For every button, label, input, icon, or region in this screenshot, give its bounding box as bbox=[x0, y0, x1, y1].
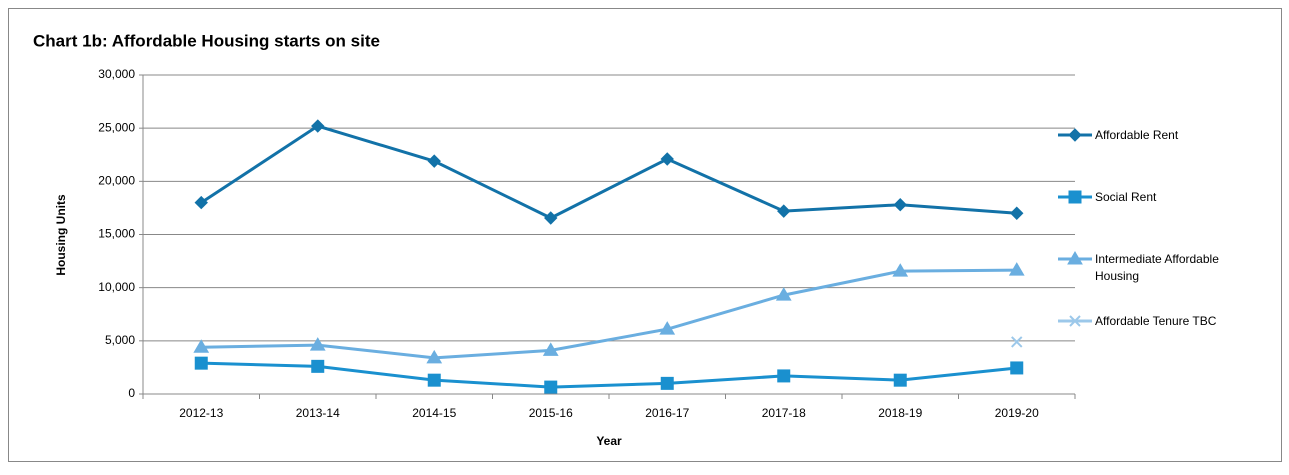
y-tick-label: 15,000 bbox=[98, 227, 135, 241]
y-tick-label: 10,000 bbox=[98, 280, 135, 294]
marker bbox=[427, 154, 441, 168]
x-tick-label: 2019-20 bbox=[995, 406, 1039, 420]
y-tick-label: 5,000 bbox=[105, 333, 135, 347]
marker bbox=[660, 152, 674, 166]
marker bbox=[311, 359, 325, 373]
series-line bbox=[200, 124, 1017, 220]
legend-item: Intermediate Affordable Housing bbox=[1095, 251, 1255, 285]
marker bbox=[1010, 361, 1024, 375]
x-tick-label: 2017-18 bbox=[762, 406, 806, 420]
legend-label: Social Rent bbox=[1095, 190, 1157, 204]
marker bbox=[1069, 315, 1081, 327]
x-tick-label: 2014-15 bbox=[412, 406, 456, 420]
marker bbox=[1068, 190, 1082, 204]
y-axis-title: Housing Units bbox=[54, 194, 68, 276]
y-tick-label: 20,000 bbox=[98, 174, 135, 188]
marker bbox=[194, 195, 208, 210]
marker bbox=[1008, 262, 1025, 276]
x-axis-title: Year bbox=[596, 434, 622, 448]
chart-title: Chart 1b: Affordable Housing starts on s… bbox=[33, 31, 380, 50]
legend-item: Social Rent bbox=[1095, 189, 1255, 206]
legend-item: Affordable Tenure TBC bbox=[1095, 313, 1255, 330]
marker bbox=[193, 339, 210, 353]
legend-label: Intermediate Affordable Housing bbox=[1095, 252, 1219, 283]
series-line bbox=[201, 361, 1017, 389]
marker bbox=[427, 373, 441, 387]
x-tick-label: 2015-16 bbox=[529, 406, 573, 420]
marker bbox=[426, 349, 443, 364]
marker bbox=[660, 376, 674, 390]
marker bbox=[1010, 206, 1024, 220]
legend-item: Affordable Rent bbox=[1095, 127, 1255, 144]
marker bbox=[777, 204, 791, 218]
marker bbox=[893, 373, 907, 387]
marker bbox=[1011, 336, 1023, 348]
marker bbox=[892, 263, 909, 277]
legend-label: Affordable Rent bbox=[1095, 128, 1179, 142]
marker bbox=[659, 321, 676, 335]
marker bbox=[777, 369, 791, 383]
marker bbox=[309, 337, 326, 351]
y-tick-label: 25,000 bbox=[98, 120, 135, 134]
marker bbox=[311, 119, 325, 133]
series-line bbox=[201, 268, 1017, 360]
marker bbox=[194, 356, 208, 370]
x-tick-label: 2018-19 bbox=[878, 406, 922, 420]
marker bbox=[544, 211, 558, 225]
marker bbox=[544, 380, 558, 394]
x-tick-label: 2013-14 bbox=[296, 406, 340, 420]
marker bbox=[893, 198, 907, 212]
legend-label: Affordable Tenure TBC bbox=[1095, 314, 1217, 328]
marker bbox=[775, 287, 792, 301]
marker bbox=[542, 342, 559, 356]
marker bbox=[1067, 251, 1083, 265]
y-tick-label: 0 bbox=[128, 386, 135, 400]
y-tick-label: 30,000 bbox=[98, 67, 135, 81]
x-tick-label: 2016-17 bbox=[645, 406, 689, 420]
x-tick-label: 2012-13 bbox=[179, 406, 223, 420]
marker bbox=[1068, 128, 1082, 142]
